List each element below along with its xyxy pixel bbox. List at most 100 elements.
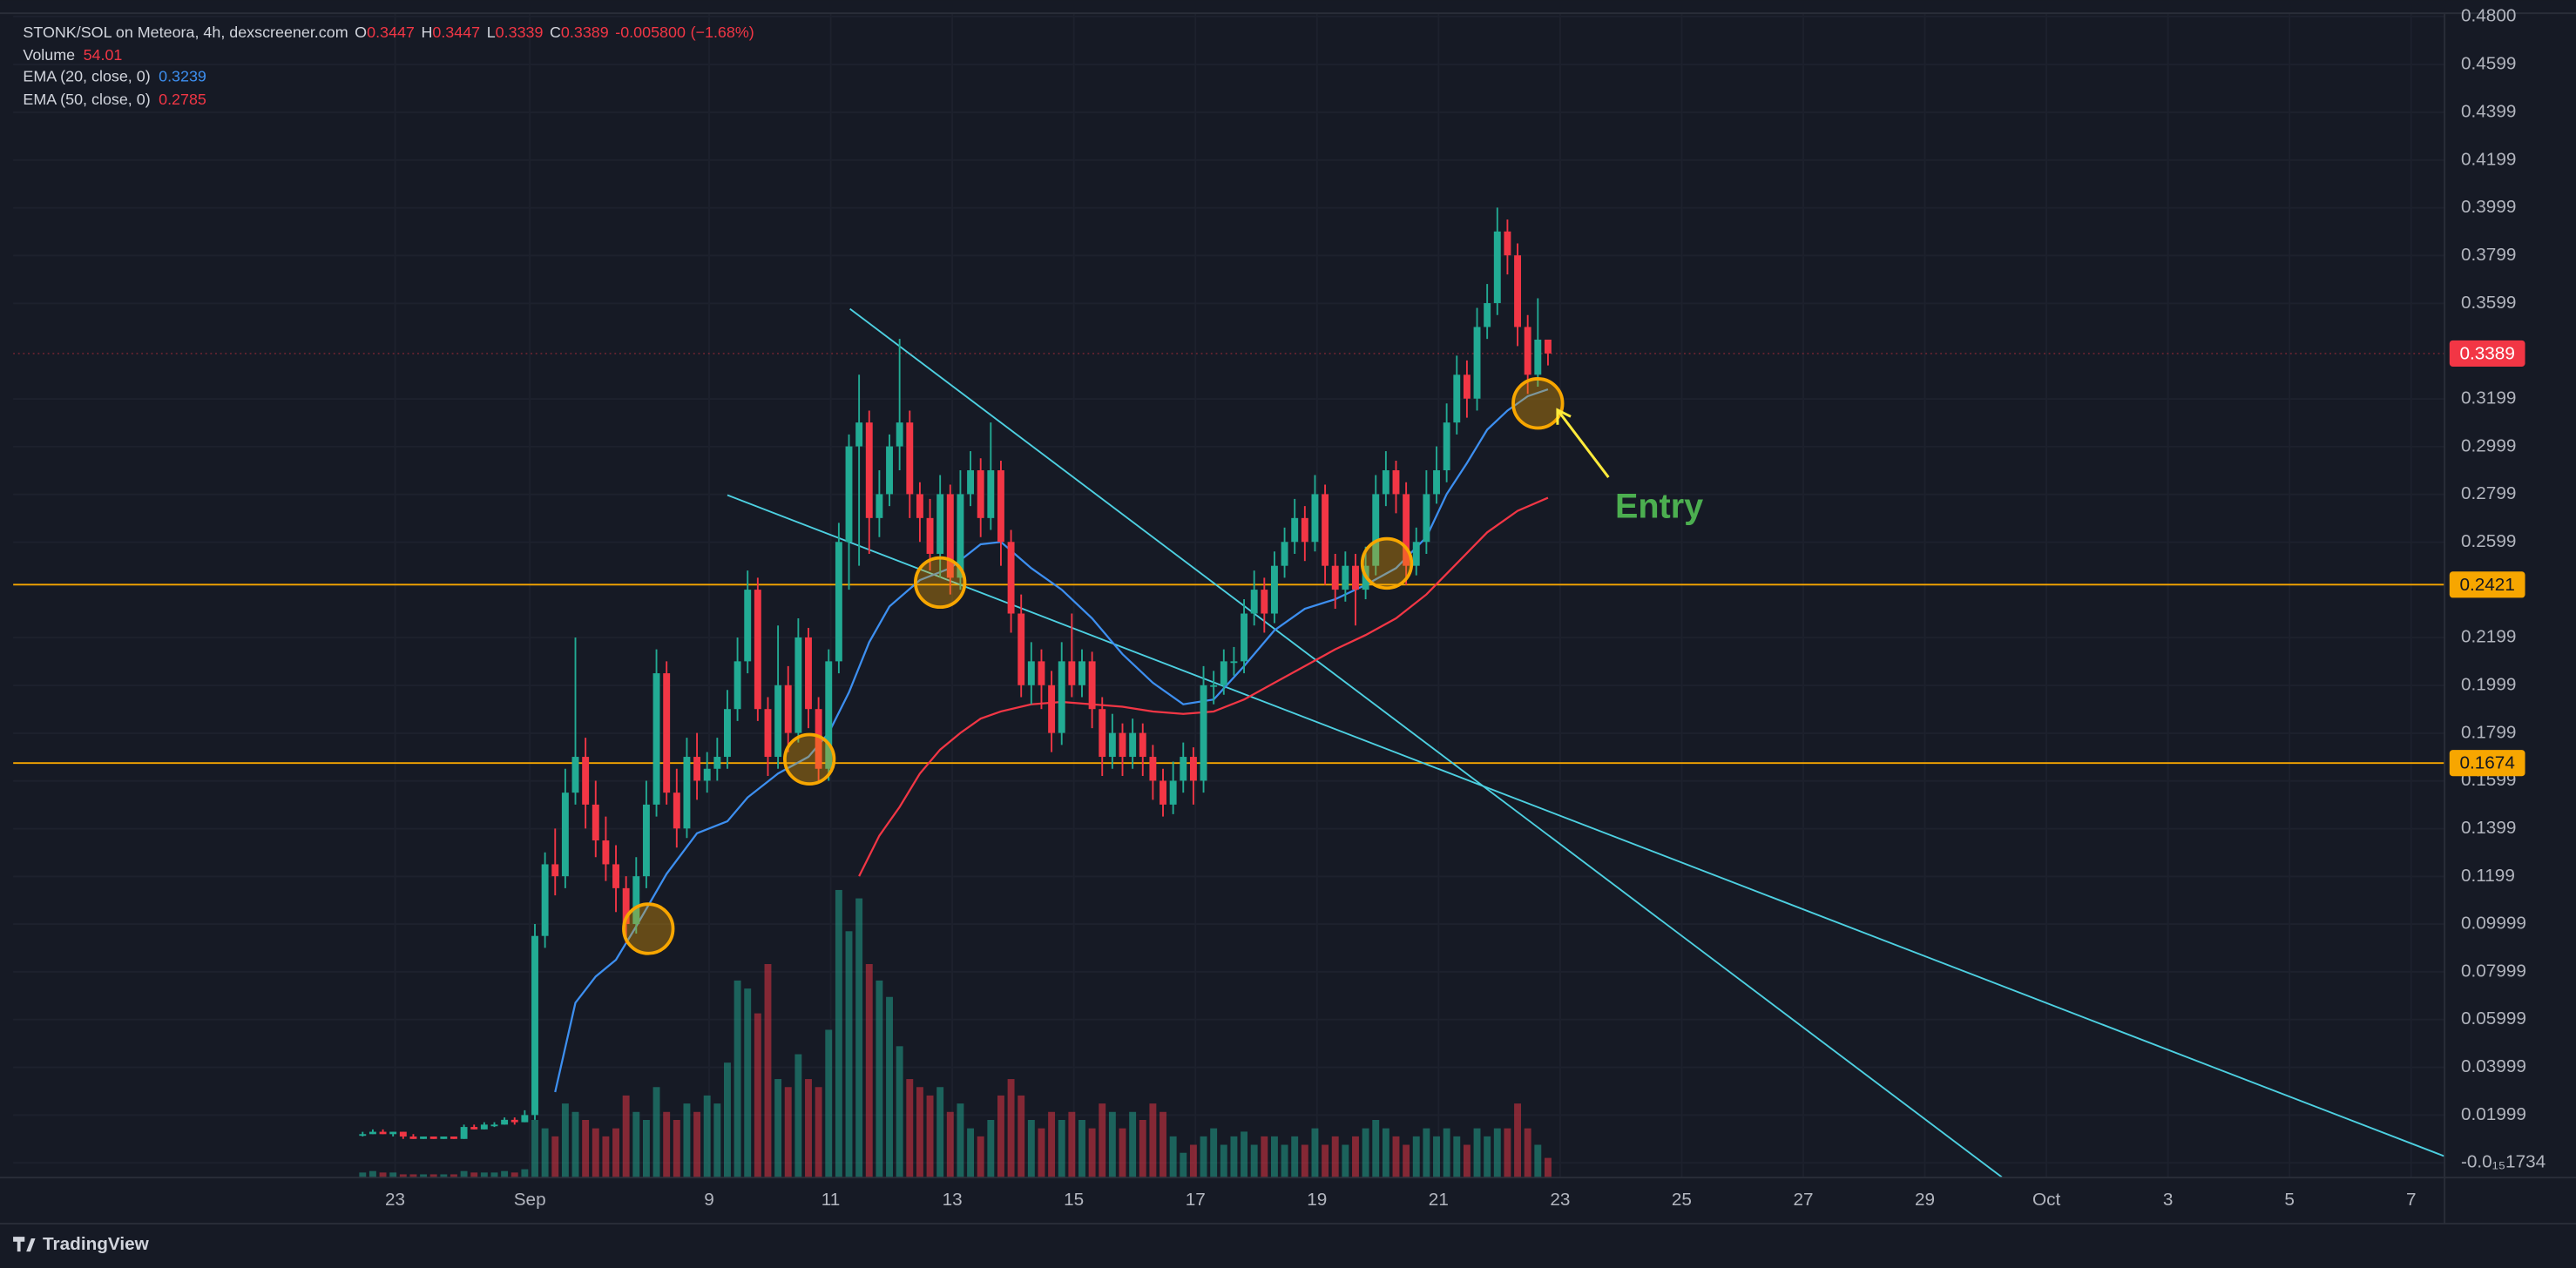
volume-layer bbox=[359, 889, 1552, 1178]
candle-body bbox=[1038, 661, 1045, 685]
candle-body bbox=[642, 804, 650, 877]
candle-body bbox=[1200, 685, 1207, 781]
volume-bar bbox=[399, 1174, 407, 1178]
volume-bar bbox=[1200, 1136, 1207, 1178]
volume-bar bbox=[987, 1119, 995, 1178]
volume-bar bbox=[805, 1079, 812, 1178]
entry-marker bbox=[782, 732, 836, 786]
volume-bar bbox=[1270, 1136, 1278, 1178]
volume-bar bbox=[1473, 1128, 1481, 1178]
candle-body bbox=[1129, 732, 1137, 758]
volume-bar bbox=[734, 980, 741, 1178]
volume-bar bbox=[1382, 1128, 1389, 1178]
volume-bar bbox=[420, 1174, 428, 1178]
candle-body bbox=[561, 792, 569, 877]
volume-bar bbox=[652, 1087, 660, 1178]
candle-body bbox=[440, 1136, 448, 1139]
candle-body bbox=[1372, 494, 1380, 566]
candle-body bbox=[1403, 494, 1410, 566]
volume-bar bbox=[1230, 1136, 1238, 1178]
candle-body bbox=[368, 1131, 376, 1135]
change-percent: (−1.68%) bbox=[691, 24, 754, 41]
candle-body bbox=[663, 673, 671, 793]
candle-body bbox=[916, 494, 923, 518]
brand-logo: TradingView bbox=[13, 1234, 150, 1254]
candle-body bbox=[734, 661, 741, 710]
candle-body bbox=[1220, 661, 1227, 685]
candle-body bbox=[460, 1127, 468, 1139]
volume-bar bbox=[1220, 1144, 1227, 1178]
y-tick-label: 0.4399 bbox=[2461, 101, 2516, 121]
volume-bar bbox=[886, 996, 893, 1178]
candle-body bbox=[1270, 565, 1278, 614]
volume-bar bbox=[551, 1136, 559, 1178]
volume-bar bbox=[855, 898, 863, 1178]
y-tick-label: 0.1199 bbox=[2461, 866, 2515, 886]
y-tick-label: 0.01999 bbox=[2461, 1104, 2526, 1124]
candle-body bbox=[876, 494, 883, 518]
candle-body bbox=[997, 469, 1004, 543]
volume-bar bbox=[916, 1087, 923, 1178]
ema20-value: 0.3239 bbox=[159, 67, 206, 84]
candle-body bbox=[896, 422, 903, 447]
candle-body bbox=[652, 673, 660, 805]
candle-body bbox=[582, 757, 590, 805]
last-price-badge bbox=[2449, 340, 2525, 367]
volume-bar bbox=[1433, 1136, 1440, 1178]
volume-bar bbox=[946, 1111, 954, 1178]
volume-bar bbox=[1281, 1144, 1288, 1178]
y-tick-label: 0.2799 bbox=[2461, 483, 2516, 503]
candle-body bbox=[510, 1119, 518, 1123]
level-badge bbox=[2449, 750, 2525, 777]
volume-bar bbox=[1301, 1144, 1308, 1178]
candle-body bbox=[1281, 542, 1288, 566]
candle-body bbox=[977, 469, 984, 518]
candle-body bbox=[764, 709, 772, 758]
volume-bar bbox=[936, 1087, 944, 1178]
volume-bar bbox=[1524, 1128, 1531, 1178]
candle-body bbox=[521, 1115, 529, 1123]
annotation-arrow bbox=[1556, 408, 1610, 478]
volume-bar bbox=[622, 1095, 630, 1178]
y-tick-label: 0.2999 bbox=[2461, 435, 2516, 455]
volume-bar bbox=[1149, 1103, 1157, 1178]
candle-body bbox=[1007, 542, 1015, 614]
volume-bar bbox=[531, 1119, 538, 1178]
last-price-label: 0.3389 bbox=[2459, 343, 2514, 363]
y-tick-label: 0.4599 bbox=[2461, 54, 2516, 74]
volume-bar bbox=[957, 1103, 964, 1178]
y-tick-label: 0.4199 bbox=[2461, 149, 2516, 169]
volume-bar bbox=[1160, 1111, 1166, 1178]
volume-bar bbox=[460, 1170, 468, 1178]
volume-bar bbox=[592, 1128, 599, 1178]
volume-bar bbox=[510, 1172, 518, 1178]
x-tick-label: 23 bbox=[385, 1190, 405, 1210]
volume-bar bbox=[1342, 1144, 1349, 1178]
volume-bar bbox=[1241, 1131, 1248, 1178]
candle-body bbox=[815, 709, 822, 769]
candle-body bbox=[612, 864, 619, 888]
volume-bar bbox=[724, 1062, 731, 1178]
volume-bar bbox=[632, 1111, 640, 1178]
candle-body bbox=[1027, 661, 1035, 685]
volume-bar bbox=[440, 1174, 448, 1178]
ema50-value: 0.2785 bbox=[159, 91, 206, 108]
volume-bar bbox=[703, 1095, 711, 1178]
candle-body bbox=[409, 1136, 417, 1139]
y-tick-label: 0.1399 bbox=[2461, 818, 2516, 838]
volume-bar bbox=[1068, 1111, 1076, 1178]
volume-value: 54.01 bbox=[84, 46, 123, 64]
x-tick-label: 19 bbox=[1307, 1190, 1327, 1210]
candle-body bbox=[501, 1119, 509, 1125]
volume-bar bbox=[1027, 1119, 1035, 1178]
volume-bar bbox=[379, 1172, 387, 1178]
volume-bar bbox=[1261, 1136, 1268, 1178]
candle-body bbox=[886, 446, 893, 495]
volume-bar bbox=[896, 1046, 903, 1178]
open-value: 0.3447 bbox=[367, 24, 415, 41]
y-tick-label: 0.1999 bbox=[2461, 675, 2516, 695]
candle-body bbox=[713, 757, 721, 769]
candle-body bbox=[1169, 780, 1177, 805]
volume-bar bbox=[1372, 1119, 1380, 1178]
